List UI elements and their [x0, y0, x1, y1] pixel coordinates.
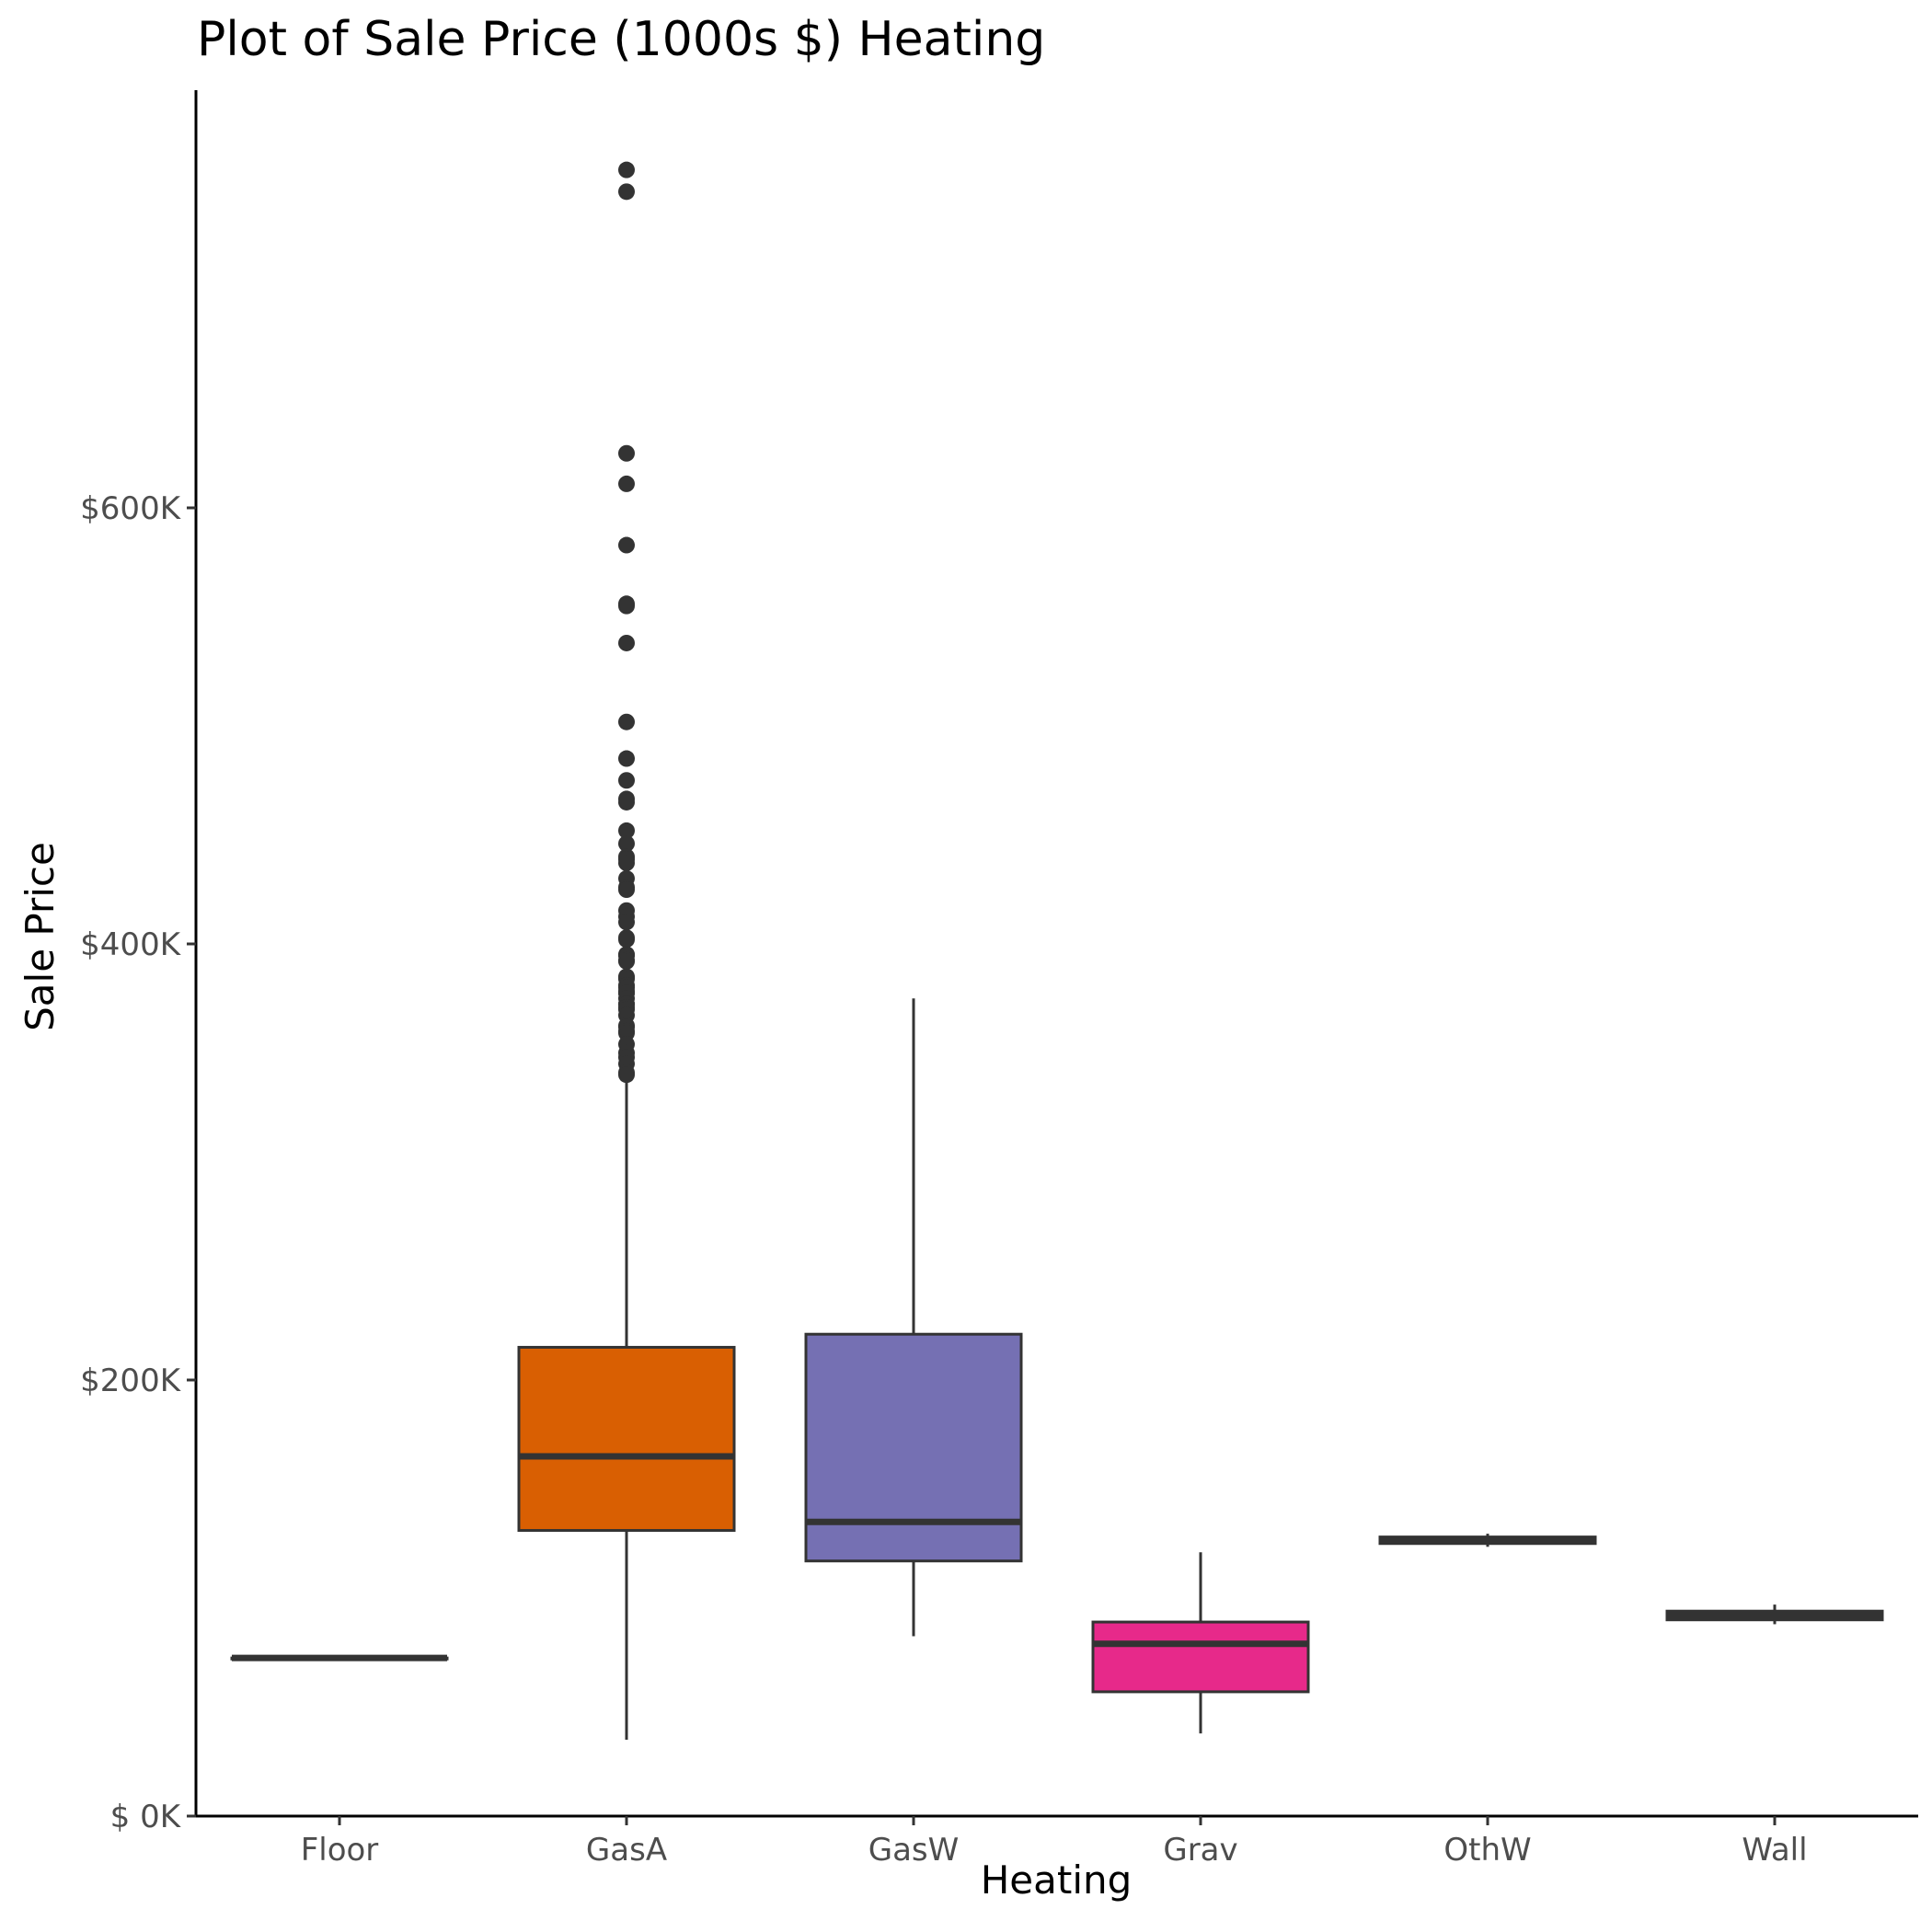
x-axis-ticks: Floor GasA GasW Grav OthW Wall: [301, 1816, 1808, 1869]
box-group-wall: [1665, 1604, 1884, 1625]
x-tick-label: Wall: [1742, 1832, 1807, 1869]
chart-title: Plot of Sale Price (1000s $) Heating: [197, 12, 1045, 67]
outlier-point: [618, 881, 635, 899]
box-iqr: [1091, 1620, 1310, 1694]
outlier-point: [618, 634, 635, 651]
box-iqr: [517, 1345, 736, 1533]
y-tick-label: $ 0K: [110, 1799, 182, 1835]
x-tick-label: Grav: [1163, 1832, 1237, 1869]
outlier-point: [618, 914, 635, 931]
outlier-point: [618, 475, 635, 492]
x-tick-label: GasW: [868, 1832, 960, 1869]
x-tick-label: GasA: [586, 1832, 667, 1869]
outlier-point: [618, 854, 635, 871]
box-group-floor: [230, 1654, 449, 1662]
outlier-point: [618, 183, 635, 201]
outlier-point: [618, 444, 635, 462]
outlier-point: [618, 1066, 635, 1084]
box-iqr: [804, 1332, 1023, 1563]
x-tick-label: Floor: [301, 1832, 379, 1869]
plot-area: [230, 161, 1884, 1741]
y-tick-label: $200K: [80, 1363, 182, 1399]
box-group-gasa: [517, 161, 736, 1741]
outlier-point: [618, 536, 635, 554]
outlier-point: [618, 161, 635, 178]
outlier-point: [618, 793, 635, 811]
outlier-point: [618, 952, 635, 970]
box-group-grav: [1091, 1552, 1310, 1734]
outlier-point: [618, 822, 635, 839]
outlier-point: [618, 597, 635, 615]
x-axis-title: Heating: [981, 1857, 1133, 1903]
y-tick-label: $400K: [80, 926, 182, 963]
y-axis-title: Sale Price: [17, 842, 63, 1031]
outlier-point: [618, 834, 635, 852]
outlier-point: [618, 713, 635, 730]
box-group-gasw: [804, 998, 1023, 1637]
outlier-point: [618, 931, 635, 949]
outlier-point: [618, 772, 635, 789]
y-tick-label: $600K: [80, 490, 182, 527]
box-group-othw: [1378, 1534, 1597, 1547]
x-tick-label: OthW: [1443, 1832, 1531, 1869]
outlier-point: [618, 750, 635, 767]
y-axis-ticks: $ 0K $200K $400K $600K: [80, 490, 196, 1835]
